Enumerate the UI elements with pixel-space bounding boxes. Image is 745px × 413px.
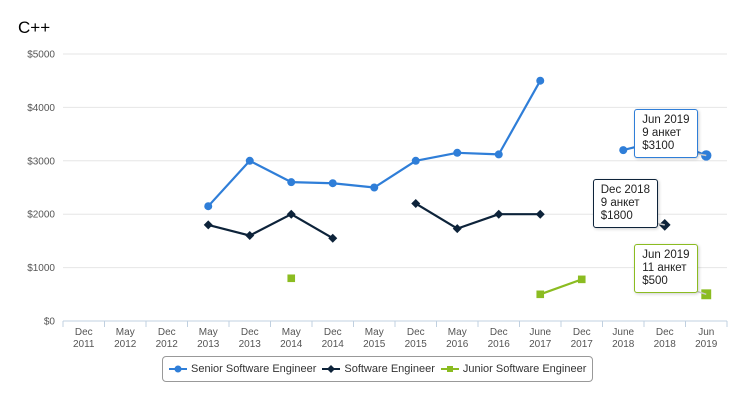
y-tick-label: $0 [44,317,56,328]
legend-label: Junior Software Engineer [462,363,587,375]
x-tick-label: Dec 2015 [405,327,428,350]
x-tick-label: June 2017 [529,327,552,350]
legend-item[interactable]: Senior Software Engineer [169,363,316,375]
x-tick-label: May 2016 [446,327,469,350]
chart-title: C++ [18,18,51,37]
data-point[interactable] [287,178,296,187]
data-point[interactable] [494,209,504,219]
legend-item[interactable]: Software Engineer [322,363,435,375]
tooltip: Jun 2019 11 анкет $500 [634,244,698,294]
legend-label: Software Engineer [344,363,435,375]
x-tick-label: Dec 2017 [571,327,594,350]
data-point[interactable] [453,148,462,157]
legend-symbol [440,366,459,372]
data-point[interactable] [287,274,296,283]
data-point[interactable] [245,231,255,241]
data-point[interactable] [494,150,503,159]
data-point[interactable] [204,202,213,211]
x-tick-label: May 2015 [363,327,386,350]
data-point[interactable] [577,275,586,284]
tooltip-line: Dec 2018 [600,183,650,196]
data-point[interactable] [328,179,337,188]
series-line [207,213,334,240]
x-tick-label: Dec 2011 [73,327,95,350]
series-layer [203,76,712,300]
tooltip-line: $500 [642,275,668,288]
y-tick-label: $5000 [27,50,55,61]
data-point[interactable] [536,76,545,85]
tooltip-line: $3100 [642,140,675,153]
legend-symbol [169,365,187,373]
data-point[interactable] [536,290,545,299]
x-tick-label: Dec 2014 [322,327,345,350]
tooltip-line: 9 анкет [642,127,682,140]
x-tick-label: Dec 2018 [654,327,677,350]
x-tick-label: June 2018 [612,327,635,350]
data-point[interactable] [535,209,545,219]
x-tick-label: Jun 2019 [695,327,718,350]
data-point[interactable] [411,156,420,165]
x-tick-label: Dec 2016 [488,327,511,350]
x-tick-label: May 2014 [280,327,303,350]
y-tick-label: $3000 [27,156,55,167]
tooltip-line: $1800 [600,209,633,222]
x-tick-label: May 2012 [114,327,137,350]
data-point[interactable] [203,220,213,230]
x-tick-label: Dec 2012 [156,327,179,350]
series-line [539,278,583,296]
legend-label: Senior Software Engineer [191,363,317,375]
tooltip-line: Jun 2019 [642,249,690,262]
tooltip: Jun 2019 9 анкет $3100 [634,109,698,159]
series-software-engineer [203,199,671,243]
tooltip-line: 9 анкет [600,196,640,209]
y-tick-label: $1000 [27,263,55,274]
data-point[interactable] [619,146,628,155]
tooltip-line: 11 анкет [642,262,687,275]
data-point[interactable] [411,199,421,209]
legend-item[interactable]: Junior Software Engineer [440,363,587,375]
data-point[interactable] [452,224,462,234]
x-tick-label: Dec 2013 [239,327,262,350]
x-tick-label: May 2013 [197,327,220,350]
legend: Senior Software Engineer Software Enginee… [162,356,594,382]
tooltip: Dec 2018 9 анкет $1800 [592,178,658,228]
series-line [415,202,541,230]
data-point[interactable] [245,156,254,165]
x-axis: Dec 2011 May 2012 Dec 2012 May 2013 Dec 2013 May 20… [62,320,728,350]
legend-symbol [322,365,341,373]
y-tick-label: $4000 [27,103,55,114]
data-point[interactable] [286,209,296,219]
data-point[interactable] [370,183,379,192]
data-point[interactable] [328,233,338,243]
y-tick-label: $2000 [27,210,55,221]
tooltip-line: Jun 2019 [642,114,690,127]
